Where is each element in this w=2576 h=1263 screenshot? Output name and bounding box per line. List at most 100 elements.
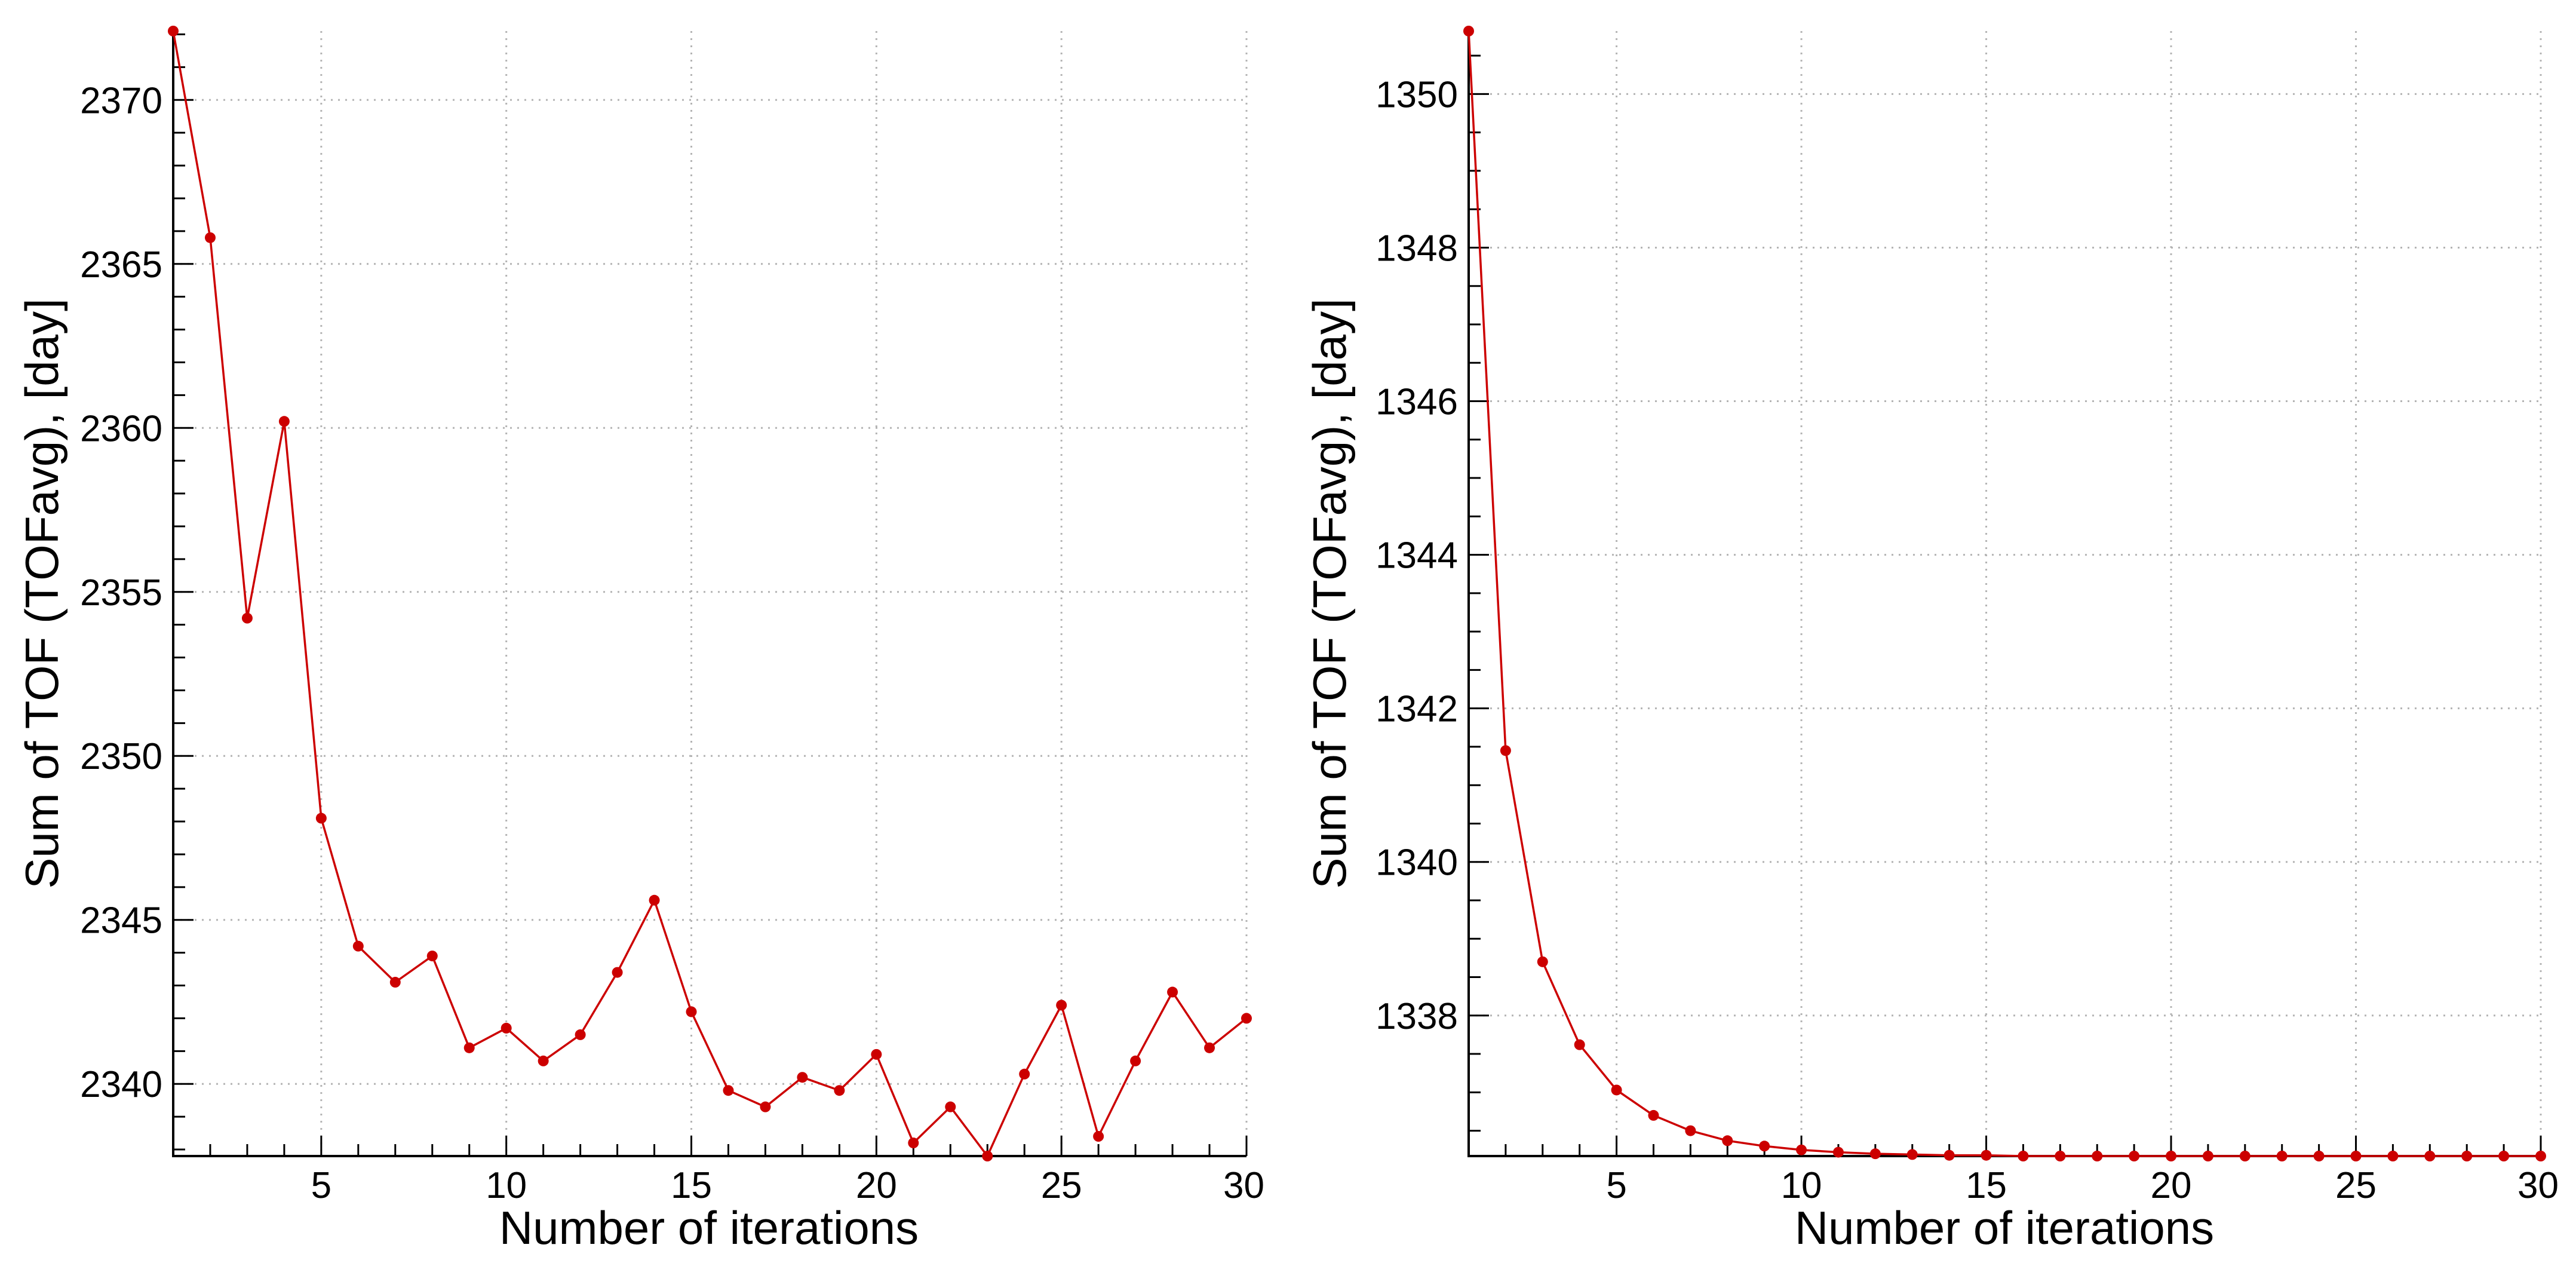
left-data-point-27 — [1130, 1055, 1141, 1066]
left-data-point-19 — [834, 1085, 845, 1096]
left-data-point-30 — [1241, 1013, 1252, 1024]
left-data-point-9 — [463, 1042, 475, 1053]
right-x-tick-label: 5 — [1606, 1165, 1626, 1206]
left-data-point-18 — [797, 1072, 808, 1083]
left-data-point-10 — [501, 1022, 512, 1034]
right-data-point-24 — [2313, 1151, 2325, 1161]
chart-right: 5 10 15 20 25 30 1338 1340 1342 1344 1346 1348 1350 N… — [1303, 26, 2559, 1254]
right-y-tick-label: 1344 — [1375, 535, 1458, 577]
right-data-point-10 — [1796, 1144, 1807, 1155]
left-data-point-3 — [241, 612, 253, 624]
left-data-point-22 — [945, 1101, 956, 1112]
right-data-point-23 — [2276, 1151, 2288, 1161]
left-data-point-6 — [352, 940, 364, 952]
right-y-tick-label: 1342 — [1375, 689, 1458, 730]
left-data-point-28 — [1167, 986, 1178, 998]
right-data-point-22 — [2239, 1151, 2250, 1161]
left-data-point-1 — [168, 26, 179, 36]
right-data-point-17 — [2055, 1151, 2066, 1161]
left-data-point-21 — [908, 1138, 919, 1149]
left-y-axis-title: Sum of TOF (TOFavg), [day] — [16, 298, 68, 888]
left-data-point-16 — [723, 1085, 734, 1096]
left-data-point-11 — [538, 1055, 549, 1066]
right-data-point-9 — [1759, 1141, 1770, 1152]
chart-left: 5 10 15 20 25 30 2340 2345 2350 2355 2360 2365 2370 N… — [16, 26, 1264, 1254]
right-data-point-28 — [2461, 1151, 2473, 1161]
right-x-tick-label: 25 — [2335, 1165, 2377, 1206]
right-data-point-18 — [2092, 1151, 2103, 1161]
left-data-point-17 — [760, 1101, 771, 1112]
right-x-tick-label: 20 — [2151, 1165, 2192, 1206]
right-data-point-14 — [1943, 1149, 1955, 1161]
left-data-point-26 — [1093, 1131, 1104, 1142]
left-data-point-7 — [389, 977, 401, 988]
left-x-tick-label: 25 — [1041, 1165, 1082, 1206]
right-data-point-21 — [2202, 1151, 2213, 1161]
left-data-point-29 — [1204, 1042, 1215, 1053]
right-data-point-6 — [1648, 1109, 1659, 1121]
right-data-point-29 — [2498, 1151, 2510, 1161]
right-data-point-11 — [1832, 1146, 1844, 1158]
right-x-axis-title: Number of iterations — [1795, 1201, 2214, 1254]
right-data-point-25 — [2350, 1151, 2362, 1161]
left-data-point-2 — [204, 232, 216, 243]
right-x-tick-label: 15 — [1966, 1165, 2007, 1206]
right-data-point-26 — [2387, 1151, 2399, 1161]
right-data-point-15 — [1981, 1149, 1992, 1161]
right-ticks — [1467, 54, 2542, 1156]
left-x-tick-label: 15 — [671, 1165, 712, 1206]
left-data-point-5 — [315, 813, 327, 824]
left-y-tick-label: 2345 — [80, 900, 162, 942]
right-x-tick-label: 30 — [2517, 1165, 2559, 1206]
left-x-axis-title: Number of iterations — [499, 1201, 919, 1254]
left-y-tick-label: 2365 — [80, 244, 162, 286]
right-data-point-4 — [1574, 1039, 1585, 1050]
left-x-tick-label: 5 — [311, 1165, 331, 1206]
left-x-tick-label: 20 — [856, 1165, 897, 1206]
right-data-point-13 — [1906, 1149, 1918, 1160]
left-data-point-23 — [982, 1151, 993, 1161]
right-series-markers — [1463, 26, 2546, 1161]
right-data-point-20 — [2166, 1151, 2177, 1161]
right-data-point-12 — [1869, 1148, 1881, 1160]
right-y-tick-label: 1348 — [1375, 228, 1458, 269]
right-y-axis-title: Sum of TOF (TOFavg), [day] — [1303, 298, 1356, 888]
right-data-point-3 — [1537, 956, 1548, 967]
left-data-point-13 — [612, 967, 623, 978]
right-y-tick-label: 1346 — [1375, 382, 1458, 423]
left-data-point-25 — [1056, 1000, 1067, 1011]
left-data-point-4 — [278, 416, 290, 427]
left-x-tick-label: 10 — [486, 1165, 527, 1206]
left-y-tick-label: 2340 — [80, 1064, 162, 1105]
left-series-markers — [168, 26, 1252, 1161]
right-y-tick-label: 1338 — [1375, 996, 1458, 1037]
right-data-point-1 — [1463, 26, 1474, 36]
left-y-tick-label: 2370 — [80, 80, 162, 121]
left-x-tick-label: 30 — [1223, 1165, 1264, 1206]
left-data-point-15 — [686, 1006, 697, 1017]
left-data-point-24 — [1019, 1068, 1030, 1080]
left-data-point-8 — [426, 951, 438, 962]
right-data-point-5 — [1611, 1084, 1622, 1096]
right-x-tick-label: 10 — [1781, 1165, 1822, 1206]
right-data-point-7 — [1685, 1125, 1696, 1136]
right-y-tick-label: 1350 — [1375, 74, 1458, 115]
right-y-tick-label: 1340 — [1375, 842, 1458, 884]
right-series-line — [1467, 30, 2541, 1157]
right-data-point-8 — [1722, 1135, 1733, 1146]
left-ticks — [172, 33, 1248, 1156]
right-data-point-2 — [1500, 745, 1511, 756]
left-series-line — [172, 30, 1248, 1157]
left-data-point-14 — [649, 894, 660, 906]
left-y-tick-label: 2350 — [80, 736, 162, 777]
left-y-tick-label: 2355 — [80, 572, 162, 614]
left-data-point-12 — [575, 1029, 586, 1040]
left-grid — [173, 31, 1248, 1156]
right-data-point-16 — [2018, 1151, 2029, 1161]
right-data-point-30 — [2535, 1151, 2546, 1161]
left-data-point-20 — [871, 1049, 882, 1060]
right-data-point-19 — [2129, 1151, 2140, 1161]
left-y-tick-label: 2360 — [80, 408, 162, 449]
right-data-point-27 — [2424, 1151, 2436, 1161]
